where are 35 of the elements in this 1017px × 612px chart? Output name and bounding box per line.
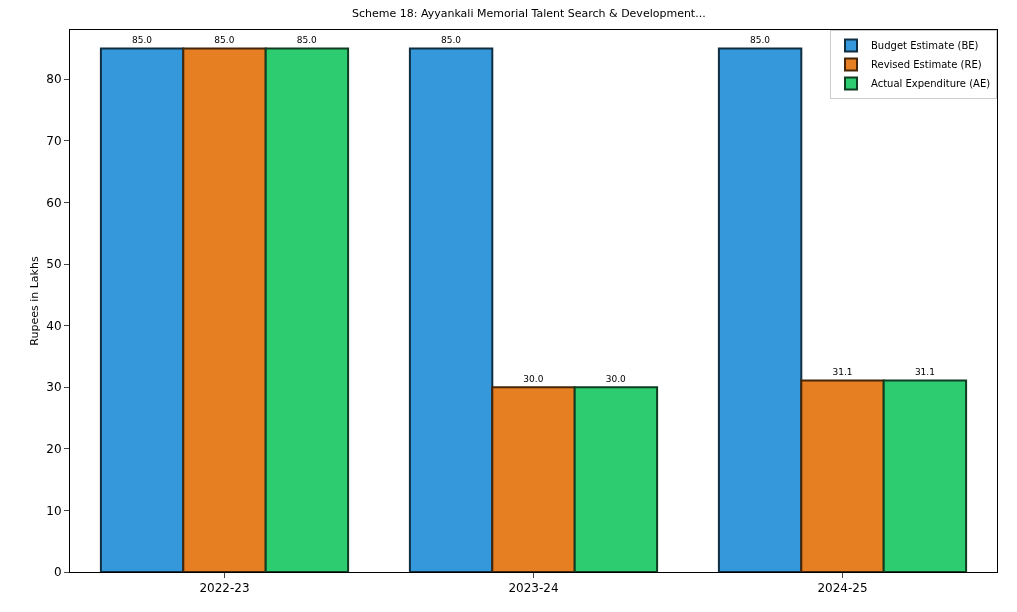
chart-title: Scheme 18: Ayyankali Memorial Talent Search & Development... [351, 6, 706, 20]
y-tick-label: 80 [46, 72, 62, 87]
bar [99, 47, 185, 572]
y-axis-title: Rupees in Lakhs [28, 256, 41, 346]
x-tick-label: 2022-23 [199, 581, 250, 596]
bar [573, 386, 659, 572]
bar [408, 47, 494, 572]
bar [717, 47, 803, 572]
x-tick-label: 2023-24 [508, 581, 559, 596]
data-label: 85.0 [214, 35, 235, 46]
legend-label: Actual Expenditure (AE) [871, 78, 991, 90]
y-tick-label: 0 [53, 565, 62, 580]
y-tick-label: 10 [46, 503, 62, 518]
bar [800, 379, 885, 572]
data-label: 30.0 [523, 374, 544, 385]
y-tick-label: 30 [46, 380, 62, 395]
data-label: 30.0 [605, 374, 627, 385]
x-tick-label: 2024-25 [817, 581, 868, 596]
bar [491, 386, 576, 572]
legend-label: Revised Estimate (RE) [871, 59, 982, 71]
data-label: 85.0 [440, 35, 462, 46]
legend-label: Budget Estimate (BE) [871, 40, 979, 52]
data-label: 85.0 [296, 35, 318, 46]
y-tick-label: 50 [46, 257, 62, 272]
data-label: 85.0 [131, 35, 153, 46]
bar [882, 379, 968, 572]
bar [264, 47, 350, 572]
data-label: 31.1 [914, 367, 935, 378]
data-label: 85.0 [749, 35, 771, 46]
y-tick-label: 70 [46, 134, 62, 149]
y-tick-label: 20 [46, 442, 62, 457]
data-label: 31.1 [832, 367, 853, 378]
y-tick-label: 60 [46, 195, 62, 210]
y-tick-label: 40 [46, 318, 62, 333]
bar [182, 47, 267, 572]
